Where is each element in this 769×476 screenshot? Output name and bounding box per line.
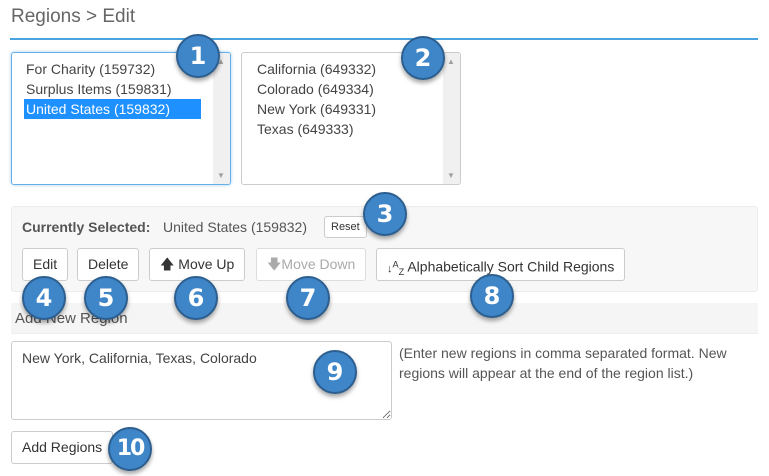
callout-badge: 5 <box>84 276 128 320</box>
callout-badge: 6 <box>174 276 218 320</box>
callout-badge: 3 <box>363 192 407 236</box>
list-item[interactable]: Surplus Items (159831) <box>26 81 172 97</box>
move-up-button[interactable]: 🡅 Move Up <box>149 248 246 281</box>
callout-badge: 1 <box>176 34 220 78</box>
sort-alpha-icon: ↓AZ <box>387 259 405 277</box>
scroll-up-icon[interactable]: ▲ <box>217 57 225 66</box>
callout-badge: 10 <box>108 427 152 471</box>
sort-label: Alphabetically Sort Child Regions <box>407 258 615 275</box>
list-item[interactable]: For Charity (159732) <box>26 61 156 77</box>
arrow-up-icon: 🡅 <box>160 256 175 272</box>
move-down-button[interactable]: 🡇Move Down <box>256 248 367 281</box>
help-text: (Enter new regions in comma separated fo… <box>399 345 727 381</box>
reset-button[interactable]: Reset <box>324 216 367 238</box>
page-title: Regions > Edit <box>11 6 136 27</box>
title-divider <box>10 38 758 40</box>
scroll-up-icon[interactable]: ▲ <box>447 57 455 66</box>
move-down-label: Move Down <box>281 256 356 272</box>
move-up-label: Move Up <box>178 256 235 272</box>
list-item[interactable]: New York (649331) <box>257 101 377 117</box>
callout-badge: 7 <box>286 276 330 320</box>
delete-button[interactable]: Delete <box>77 248 140 281</box>
scroll-down-icon[interactable]: ▼ <box>217 171 225 180</box>
scrollbar[interactable]: ▲ ▼ <box>213 53 230 184</box>
currently-selected-label: Currently Selected: <box>22 219 151 235</box>
add-regions-button[interactable]: Add Regions <box>11 431 114 464</box>
list-item[interactable]: Colorado (649334) <box>257 81 374 97</box>
list-item-selected[interactable]: United States (159832) <box>24 99 201 119</box>
currently-selected-value: United States (159832) <box>163 219 307 235</box>
callout-badge: 8 <box>470 274 514 318</box>
scrollbar[interactable]: ▲ ▼ <box>443 53 460 184</box>
list-item[interactable]: California (649332) <box>257 61 377 77</box>
callout-badge: 2 <box>401 36 445 80</box>
callout-badge: 4 <box>22 276 66 320</box>
list-item[interactable]: Texas (649333) <box>257 121 354 137</box>
arrow-down-icon: 🡇 <box>267 256 282 272</box>
callout-badge: 9 <box>313 350 357 394</box>
scroll-down-icon[interactable]: ▼ <box>447 171 455 180</box>
edit-button[interactable]: Edit <box>22 248 69 281</box>
